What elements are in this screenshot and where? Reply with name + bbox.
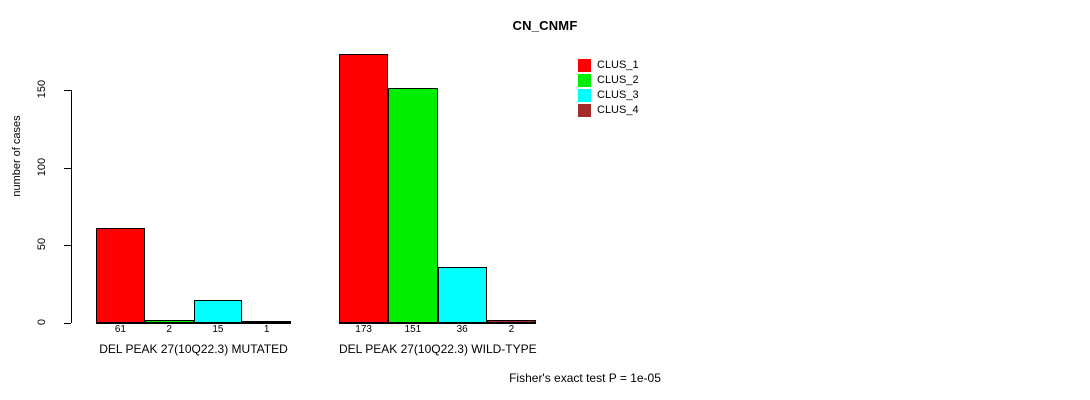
y-axis-line [71, 90, 72, 323]
x-axis-line [96, 323, 291, 324]
legend-swatch-icon [578, 59, 591, 72]
bar-clus_3[interactable] [437, 267, 487, 323]
legend-item-label: CLUS_2 [597, 74, 639, 86]
x-axis-line [339, 323, 536, 324]
y-axis-tick-label: 100 [36, 157, 48, 176]
bar-clus_1[interactable] [339, 54, 389, 323]
legend-swatch-icon [578, 89, 591, 102]
group-axis-label: DEL PEAK 27(10Q22.3) MUTATED [99, 342, 288, 356]
legend-item-clus_4[interactable]: CLUS_4 [578, 103, 639, 118]
bar-clus_4[interactable] [486, 319, 536, 323]
footer-note-wrap: Fisher's exact test P = 1e-05 [0, 371, 1090, 385]
bar-value-label: 2 [166, 324, 172, 335]
legend-item-clus_2[interactable]: CLUS_2 [578, 73, 639, 88]
legend-swatch-icon [578, 74, 591, 87]
bar-value-label: 1 [263, 324, 270, 335]
legend-item-clus_1[interactable]: CLUS_1 [578, 58, 639, 73]
legend-item-label: CLUS_1 [597, 59, 639, 71]
bar-clus_2[interactable] [144, 319, 194, 323]
bar-clus_3[interactable] [193, 299, 243, 323]
bar-clus_1[interactable] [96, 228, 145, 323]
bar-value-label: 15 [212, 324, 224, 335]
legend-item-label: CLUS_3 [597, 89, 639, 101]
bar-group: 173 151 36 2 DEL PEAK 27(10Q22.3) WILD-TYPE [339, 54, 537, 356]
bar-clus_4[interactable] [242, 321, 291, 323]
y-axis-tick [64, 167, 71, 169]
legend-item-clus_3[interactable]: CLUS_3 [578, 88, 639, 103]
bar-value-label: 61 [114, 324, 126, 335]
bar-value-label: 173 [355, 324, 372, 335]
bar-clus_2[interactable] [388, 88, 438, 323]
y-axis-tick [64, 245, 71, 247]
y-axis-tick [64, 90, 71, 91]
bar-value-label: 36 [456, 324, 468, 335]
y-axis-tick-label: 0 [36, 318, 48, 326]
bar-value-label: 151 [404, 324, 422, 335]
chart-title: CN_CNMF [512, 18, 578, 33]
y-axis-tick-label: 50 [36, 238, 48, 251]
group-axis-label: DEL PEAK 27(10Q22.3) WILD-TYPE [339, 342, 537, 356]
y-axis-title: number of cases [11, 115, 23, 197]
bar-value-label: 2 [508, 324, 515, 335]
legend-item-label: CLUS_4 [597, 104, 639, 116]
y-axis-tick [64, 323, 71, 324]
legend-swatch-icon [578, 104, 591, 117]
bar-group: 61 2 15 1 DEL PEAK 27(10Q22.3) MUTATED [96, 90, 291, 356]
fisher-test-annotation: Fisher's exact test P = 1e-05 [509, 371, 661, 385]
legend: CLUS_1 CLUS_2 CLUS_3 CLUS_4 [578, 58, 639, 118]
y-axis-tick-label: 150 [36, 79, 48, 99]
